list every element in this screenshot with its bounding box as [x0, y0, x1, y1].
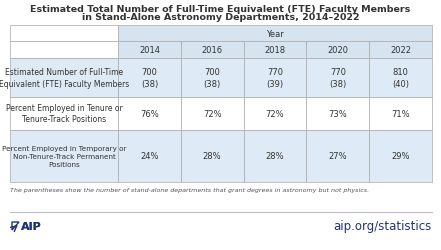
Bar	[181, 59, 243, 98]
Text: 28%: 28%	[265, 152, 284, 161]
Text: 770
(39): 770 (39)	[266, 68, 284, 88]
Text: 76%: 76%	[140, 109, 159, 118]
Bar	[243, 59, 306, 98]
Bar	[181, 42, 243, 59]
Text: in Stand-Alone Astronomy Departments, 2014–2022: in Stand-Alone Astronomy Departments, 20…	[82, 14, 359, 22]
Text: 2016: 2016	[202, 46, 223, 55]
Text: aip.org/statistics: aip.org/statistics	[334, 220, 432, 232]
Text: 72%: 72%	[265, 109, 284, 118]
Text: Year: Year	[266, 30, 284, 38]
Bar	[10, 59, 118, 98]
Text: 29%: 29%	[391, 152, 410, 161]
Text: 810
(40): 810 (40)	[392, 68, 409, 88]
Bar	[306, 59, 369, 98]
Text: 73%: 73%	[329, 109, 347, 118]
Bar	[369, 98, 432, 130]
Text: AIP: AIP	[20, 221, 41, 231]
Text: Percent Employed in Temporary or
Non-Tenure-Track Permanent
Positions: Percent Employed in Temporary or Non-Ten…	[2, 146, 126, 167]
Text: 71%: 71%	[391, 109, 410, 118]
Bar	[369, 130, 432, 182]
Bar	[243, 98, 306, 130]
Text: 72%: 72%	[203, 109, 221, 118]
Text: Estimated Number of Full-Time
Equivalent (FTE) Faculty Members: Estimated Number of Full-Time Equivalent…	[0, 68, 129, 88]
Text: 24%: 24%	[140, 152, 159, 161]
Bar	[181, 98, 243, 130]
Text: 28%: 28%	[203, 152, 221, 161]
Bar	[118, 98, 181, 130]
Bar	[10, 42, 118, 59]
Text: 770
(38): 770 (38)	[329, 68, 347, 88]
Bar	[10, 26, 118, 42]
Bar	[243, 42, 306, 59]
Bar	[306, 130, 369, 182]
Bar	[118, 42, 181, 59]
Text: 2014: 2014	[139, 46, 160, 55]
Text: Percent Employed in Tenure or
Tenure-Track Positions: Percent Employed in Tenure or Tenure-Tra…	[6, 104, 122, 124]
Text: Estimated Total Number of Full-Time Equivalent (FTE) Faculty Members: Estimated Total Number of Full-Time Equi…	[30, 4, 411, 14]
Bar	[243, 130, 306, 182]
Text: The parentheses show the number of stand-alone departments that grant degrees in: The parentheses show the number of stand…	[10, 187, 369, 192]
Bar	[306, 98, 369, 130]
Text: 2020: 2020	[327, 46, 348, 55]
Bar	[369, 42, 432, 59]
Text: 27%: 27%	[329, 152, 347, 161]
Bar	[10, 98, 118, 130]
Bar	[118, 59, 181, 98]
Bar	[118, 26, 432, 42]
Bar	[306, 42, 369, 59]
Bar	[369, 59, 432, 98]
Text: 2018: 2018	[265, 46, 286, 55]
Text: AIP: AIP	[21, 221, 42, 231]
Text: 700
(38): 700 (38)	[204, 68, 221, 88]
Bar	[10, 130, 118, 182]
Text: 700
(38): 700 (38)	[141, 68, 158, 88]
Bar	[118, 130, 181, 182]
Bar	[181, 130, 243, 182]
Text: 2022: 2022	[390, 46, 411, 55]
